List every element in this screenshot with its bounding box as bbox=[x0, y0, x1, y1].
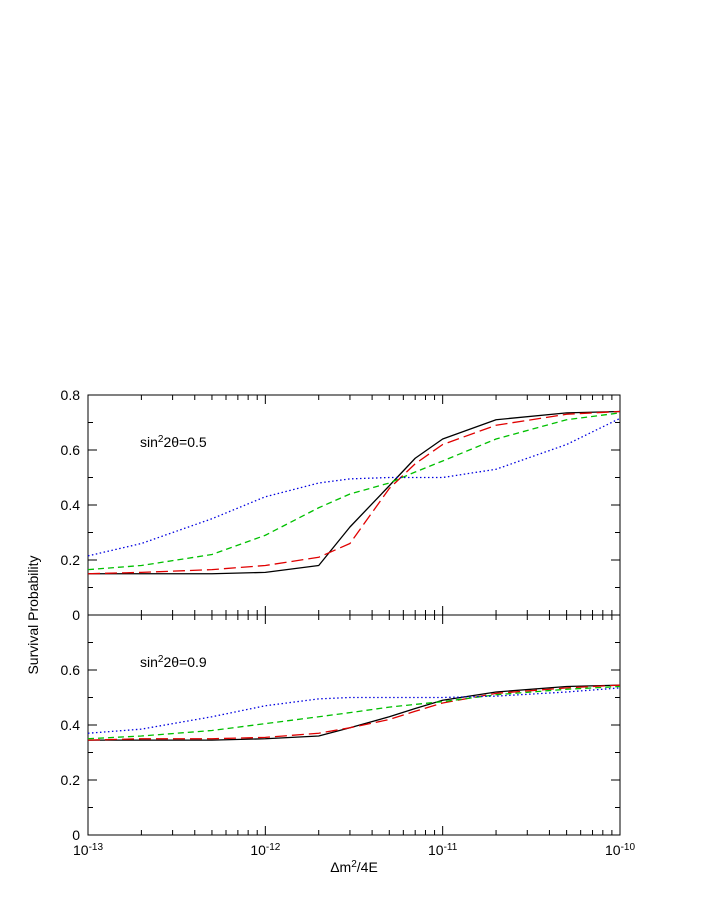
series-line bbox=[87, 684, 621, 741]
annotation-part: 2 bbox=[158, 434, 164, 445]
y-tick-label: 0.4 bbox=[61, 497, 81, 513]
y-tick-label: 0.4 bbox=[61, 717, 81, 733]
y-axis-label: Survival Probability bbox=[25, 555, 41, 674]
x-axis-label-part: /4E bbox=[357, 859, 378, 875]
x-tick-exp: -10 bbox=[621, 842, 636, 853]
y-tick-label: 0.6 bbox=[61, 662, 81, 678]
x-axis-label-part: 2 bbox=[351, 859, 357, 870]
x-tick-exp: -11 bbox=[444, 842, 458, 853]
annotation: sin22θ=0.9 bbox=[140, 654, 207, 671]
plot-frame bbox=[87, 394, 621, 616]
x-axis-label-part: Δm bbox=[330, 859, 351, 875]
x-tick-label: 10-11 bbox=[428, 842, 458, 859]
y-tick-label: 0.2 bbox=[61, 552, 81, 568]
annotation-part: sin bbox=[140, 434, 158, 450]
x-axis-label: Δm2/4E bbox=[330, 859, 378, 876]
series-line bbox=[87, 412, 621, 571]
annotation: sin22θ=0.5 bbox=[140, 434, 207, 451]
annotation-part: 2θ=0.5 bbox=[163, 434, 206, 450]
x-tick-label: 10-10 bbox=[605, 842, 635, 859]
x-tick-base: 10 bbox=[428, 842, 444, 858]
x-tick-exp: -12 bbox=[266, 842, 281, 853]
y-tick-label: 0 bbox=[72, 827, 80, 843]
annotation-part: 2θ=0.9 bbox=[163, 654, 206, 670]
x-tick-base: 10 bbox=[73, 842, 89, 858]
x-tick-label: 10-13 bbox=[73, 842, 103, 859]
series-line bbox=[88, 684, 621, 741]
series-line bbox=[87, 410, 621, 575]
x-tick-base: 10 bbox=[605, 842, 621, 858]
x-tick-exp: -13 bbox=[89, 842, 104, 853]
series-line bbox=[87, 417, 621, 557]
y-tick-label: 0.2 bbox=[61, 772, 81, 788]
y-tick-label: 0.6 bbox=[61, 442, 81, 458]
annotation-part: sin bbox=[140, 654, 158, 670]
series-line bbox=[88, 410, 621, 575]
annotation-part: 2 bbox=[158, 654, 164, 665]
y-tick-label: 0 bbox=[72, 607, 80, 623]
x-tick-base: 10 bbox=[250, 842, 266, 858]
series-line bbox=[87, 685, 621, 740]
y-tick-label: 0.8 bbox=[61, 387, 81, 403]
series-line bbox=[87, 687, 621, 734]
x-tick-label: 10-12 bbox=[250, 842, 280, 859]
